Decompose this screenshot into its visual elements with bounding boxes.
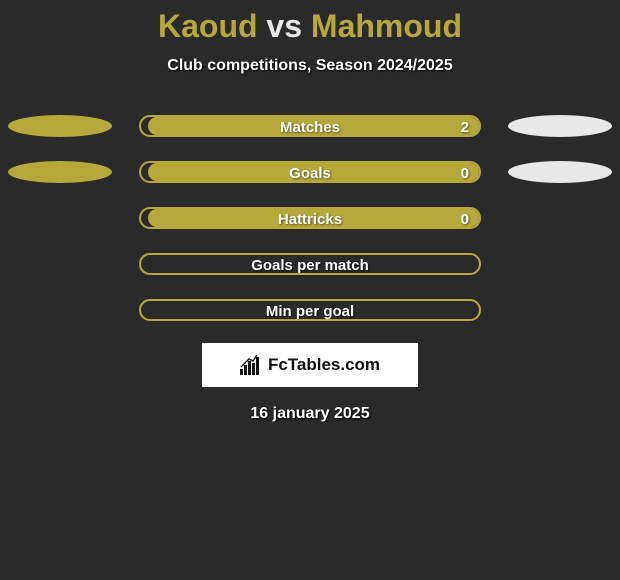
- stat-value-right: 0: [461, 163, 469, 183]
- stat-label: Matches: [141, 117, 479, 137]
- brand-text: FcTables.com: [268, 355, 380, 375]
- player1-ellipse: [8, 161, 112, 183]
- title-player1: Kaoud: [158, 8, 258, 44]
- comparison-card: Kaoud vs Mahmoud Club competitions, Seas…: [0, 0, 620, 423]
- stat-row: Goals per match: [0, 253, 620, 275]
- stat-bar: Matches2: [139, 115, 481, 137]
- stat-label: Goals: [141, 163, 479, 183]
- stat-value-right: 2: [461, 117, 469, 137]
- brand-box: FcTables.com: [202, 343, 418, 387]
- stat-label: Hattricks: [141, 209, 479, 229]
- player2-ellipse: [508, 161, 612, 183]
- stats-rows: Matches2Goals0Hattricks0Goals per matchM…: [0, 115, 620, 321]
- title-vs: vs: [266, 8, 302, 44]
- subtitle: Club competitions, Season 2024/2025: [0, 57, 620, 75]
- stat-label: Min per goal: [141, 301, 479, 321]
- stat-bar: Hattricks0: [139, 207, 481, 229]
- stat-bar: Goals per match: [139, 253, 481, 275]
- player1-ellipse: [8, 115, 112, 137]
- stat-row: Goals0: [0, 161, 620, 183]
- title-player2: Mahmoud: [311, 8, 462, 44]
- stat-row: Matches2: [0, 115, 620, 137]
- stat-bar: Goals0: [139, 161, 481, 183]
- bar-chart-icon: [240, 355, 262, 375]
- stat-row: Min per goal: [0, 299, 620, 321]
- page-title: Kaoud vs Mahmoud: [0, 8, 620, 45]
- player2-ellipse: [508, 115, 612, 137]
- stat-bar: Min per goal: [139, 299, 481, 321]
- stat-label: Goals per match: [141, 255, 479, 275]
- stat-row: Hattricks0: [0, 207, 620, 229]
- stat-value-right: 0: [461, 209, 469, 229]
- date-label: 16 january 2025: [250, 405, 369, 423]
- footer: FcTables.com 16 january 2025: [0, 343, 620, 423]
